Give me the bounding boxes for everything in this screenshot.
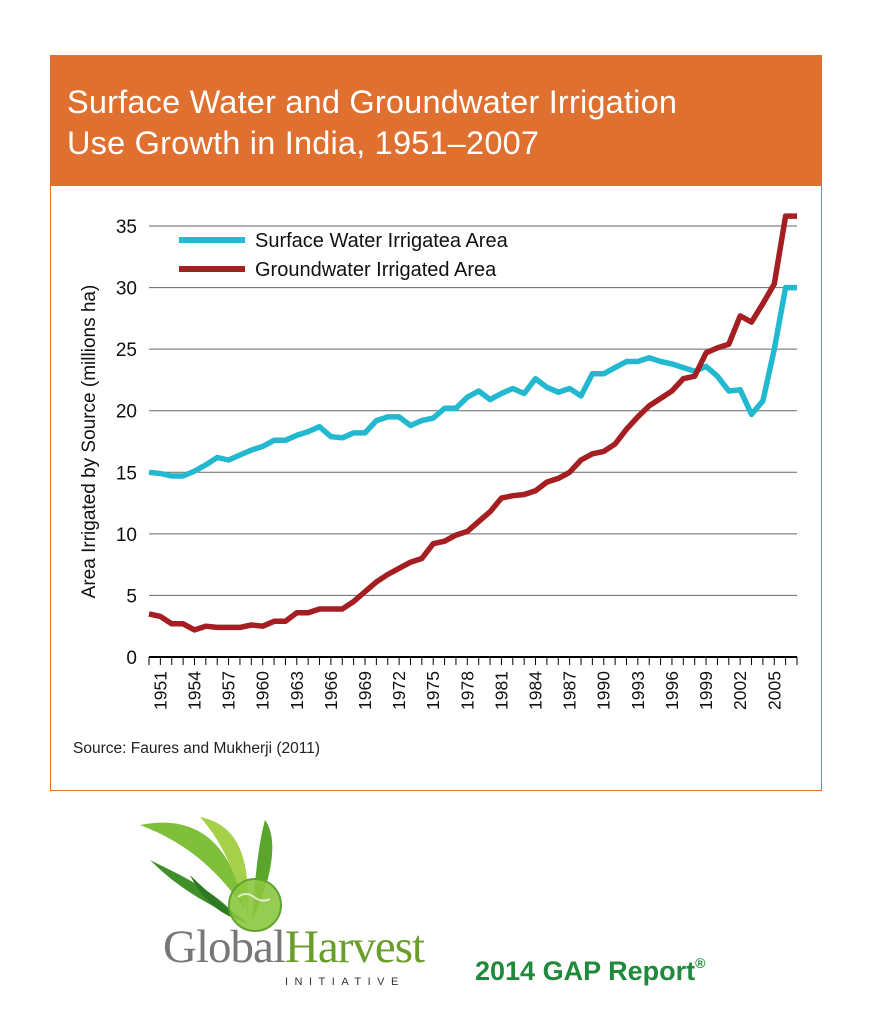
series-line-surface <box>148 284 797 479</box>
x-tick-label: 1978 <box>457 671 477 710</box>
x-tick-label: 1990 <box>594 671 614 710</box>
x-tick-label: 1987 <box>560 671 580 710</box>
x-tick-label: 1957 <box>219 671 239 710</box>
y-tick-label: 35 <box>116 217 137 238</box>
x-tick-label: 1954 <box>184 671 204 710</box>
source-note: Source: Faures and Mukherji (2011) <box>73 740 320 758</box>
x-tick-label: 1972 <box>389 671 409 710</box>
legend-label: Groundwater Irrigated Area <box>255 259 497 281</box>
x-tick-label: 1963 <box>287 671 307 710</box>
x-tick-label: 1981 <box>491 671 511 710</box>
logo-word-harvest: Harvest <box>284 921 425 973</box>
x-tick-label: 2005 <box>764 671 784 710</box>
x-tick-label: 1951 <box>150 671 170 710</box>
y-tick-label: 15 <box>116 463 137 484</box>
y-tick-label: 0 <box>126 648 137 669</box>
source-label: Source: <box>73 740 127 757</box>
legend-label: Surface Water Irrigatea Area <box>255 230 509 252</box>
x-tick-label: 1999 <box>696 671 716 710</box>
x-tick-label: 1984 <box>526 671 546 710</box>
source-text: Faures and Mukherji (2011) <box>130 740 320 757</box>
report-label: 2014 GAP Report® <box>475 955 705 987</box>
y-tick-label: 5 <box>126 586 137 607</box>
report-text: 2014 GAP Report <box>475 956 696 986</box>
x-tick-label: 1966 <box>321 671 341 710</box>
chart-header: Surface Water and Groundwater Irrigation… <box>51 56 821 186</box>
x-tick-label: 1969 <box>355 671 375 710</box>
y-tick-label: 25 <box>116 340 137 361</box>
x-tick-label: 1993 <box>628 671 648 710</box>
y-tick-label: 20 <box>116 402 137 423</box>
chart-title: Surface Water and Groundwater Irrigation… <box>67 84 678 161</box>
logo-word-global: Global <box>163 921 286 973</box>
x-tick-label: 1975 <box>423 671 443 710</box>
series-line-ground <box>148 213 797 633</box>
chart-card: Surface Water and Groundwater Irrigation… <box>50 55 822 791</box>
logo-wordmark: GlobalHarvest <box>163 920 425 974</box>
y-tick-label: 30 <box>116 279 137 300</box>
x-tick-label: 2002 <box>730 671 750 710</box>
x-tick-label: 1996 <box>662 671 682 710</box>
logo-subtitle: INITIATIVE <box>285 976 405 988</box>
chart-svg: 0 5 10 15 20 25 30 35 Area Irrigated by Source (… <box>79 213 798 710</box>
global-harvest-leaf-icon <box>140 817 282 932</box>
y-axis-label: Area Irrigated by Source (millions ha) <box>79 285 100 599</box>
registered-mark: ® <box>695 955 706 971</box>
y-tick-label: 10 <box>116 525 137 546</box>
x-tick-label: 1960 <box>253 671 273 710</box>
